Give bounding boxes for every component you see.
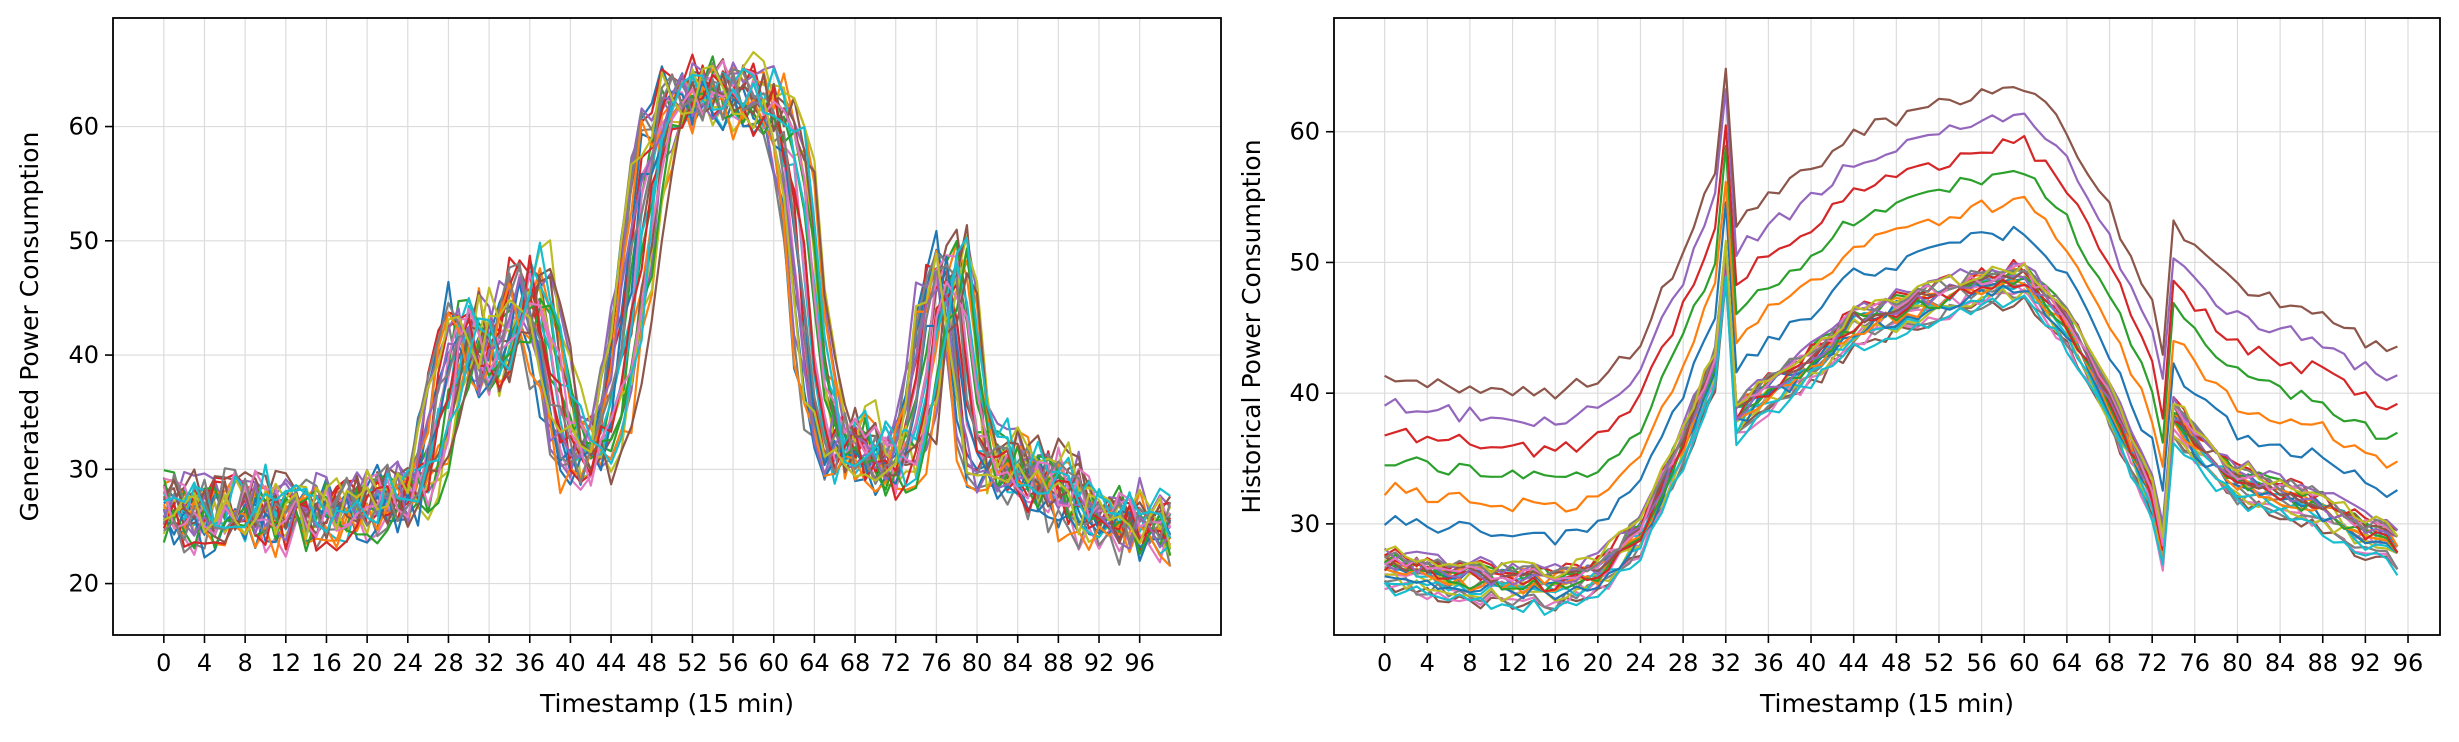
series-line xyxy=(1384,267,2399,597)
series-line xyxy=(163,74,1172,539)
x-tick-label: 72 xyxy=(2137,649,2168,677)
x-tick-label: 64 xyxy=(799,649,830,677)
series-line xyxy=(1384,239,2399,580)
x-tick-label: 84 xyxy=(1002,649,1033,677)
x-tick-label: 64 xyxy=(2052,649,2083,677)
x-tick-label: 12 xyxy=(271,649,302,677)
x-tick-label: 28 xyxy=(1668,649,1699,677)
x-tick-label: 92 xyxy=(1084,649,1115,677)
series-line xyxy=(163,51,1172,531)
x-tick-label: 20 xyxy=(352,649,383,677)
x-tick-label: 44 xyxy=(596,649,627,677)
x-tick-label: 56 xyxy=(1966,649,1997,677)
y-tick-label: 50 xyxy=(1289,248,1320,276)
x-tick-label: 76 xyxy=(2180,649,2211,677)
x-tick-label: 16 xyxy=(1540,649,1571,677)
x-tick-label: 36 xyxy=(1753,649,1784,677)
series-line xyxy=(1383,254,2399,593)
series-line xyxy=(1384,67,2398,400)
x-tick-label: 20 xyxy=(1583,649,1614,677)
x-tick-label: 28 xyxy=(433,649,464,677)
series-line xyxy=(1383,243,2399,575)
x-tick-label: 72 xyxy=(880,649,911,677)
x-tick-label: 52 xyxy=(677,649,708,677)
x-tick-label: 48 xyxy=(636,649,667,677)
x-tick-label: 8 xyxy=(238,649,253,677)
y-tick-label: 60 xyxy=(68,113,99,141)
x-tick-label: 60 xyxy=(758,649,789,677)
x-tick-label: 8 xyxy=(1462,649,1477,677)
x-tick-label: 96 xyxy=(2393,649,2424,677)
x-tick-label: 80 xyxy=(2222,649,2253,677)
x-tick-label: 4 xyxy=(197,649,212,677)
x-tick-label: 88 xyxy=(2307,649,2338,677)
x-tick-label: 40 xyxy=(1796,649,1827,677)
x-axis-label: Timestamp (15 min) xyxy=(1759,689,2014,718)
x-tick-label: 0 xyxy=(156,649,171,677)
x-tick-label: 32 xyxy=(1710,649,1741,677)
series-line xyxy=(1383,275,2399,616)
y-tick-label: 60 xyxy=(1289,118,1320,146)
x-tick-label: 16 xyxy=(311,649,342,677)
generated-power-chart: 0 4 8 12 16 20 24 28 32 36 40 44 48 52 56 60 64 68 72 76 80 8… xyxy=(15,17,1222,718)
y-tick-label: 40 xyxy=(68,341,99,369)
series-line xyxy=(1383,180,2398,513)
x-tick-label: 56 xyxy=(718,649,749,677)
x-tick-label: 36 xyxy=(514,649,545,677)
series-line xyxy=(162,80,1172,567)
y-tick-label: 50 xyxy=(68,227,99,255)
series-line xyxy=(1384,124,2398,458)
y-tick-label: 30 xyxy=(68,455,99,483)
x-tick-label: 0 xyxy=(1377,649,1392,677)
series-line xyxy=(1384,255,2399,585)
x-tick-label: 96 xyxy=(1124,649,1155,677)
y-tick-label: 30 xyxy=(1289,510,1320,538)
x-tick-label: 60 xyxy=(2009,649,2040,677)
plot-frame xyxy=(112,17,1222,636)
y-axis-label: Generated Power Consumption xyxy=(15,132,44,522)
series-line xyxy=(1383,201,2398,546)
series-line xyxy=(163,64,1172,549)
x-tick-label: 68 xyxy=(840,649,871,677)
y-tick-label: 20 xyxy=(68,570,99,598)
y-tick-label: 40 xyxy=(1289,379,1320,407)
x-tick-label: 68 xyxy=(2094,649,2125,677)
x-tick-label: 52 xyxy=(1924,649,1955,677)
plot-frame xyxy=(1333,17,2441,636)
x-tick-label: 76 xyxy=(921,649,952,677)
series-line xyxy=(1384,88,2398,428)
y-axis-label: Historical Power Consumption xyxy=(1237,139,1266,513)
x-tick-label: 12 xyxy=(1497,649,1528,677)
x-tick-label: 48 xyxy=(1881,649,1912,677)
x-tick-label: 24 xyxy=(1625,649,1656,677)
x-tick-label: 32 xyxy=(474,649,505,677)
x-tick-label: 92 xyxy=(2350,649,2381,677)
x-tick-label: 4 xyxy=(1420,649,1435,677)
x-tick-label: 24 xyxy=(393,649,424,677)
historical-power-chart: 0 4 8 12 16 20 24 28 32 36 40 44 48 52 56 60 64 68 72 76 80 8… xyxy=(1237,17,2441,718)
series-line xyxy=(1384,245,2399,582)
x-tick-label: 84 xyxy=(2265,649,2296,677)
series-line xyxy=(1384,144,2398,480)
x-tick-label: 40 xyxy=(555,649,586,677)
x-tick-label: 44 xyxy=(1838,649,1869,677)
x-tick-label: 88 xyxy=(1043,649,1074,677)
x-tick-label: 80 xyxy=(962,649,993,677)
x-axis-label: Timestamp (15 min) xyxy=(539,689,794,718)
